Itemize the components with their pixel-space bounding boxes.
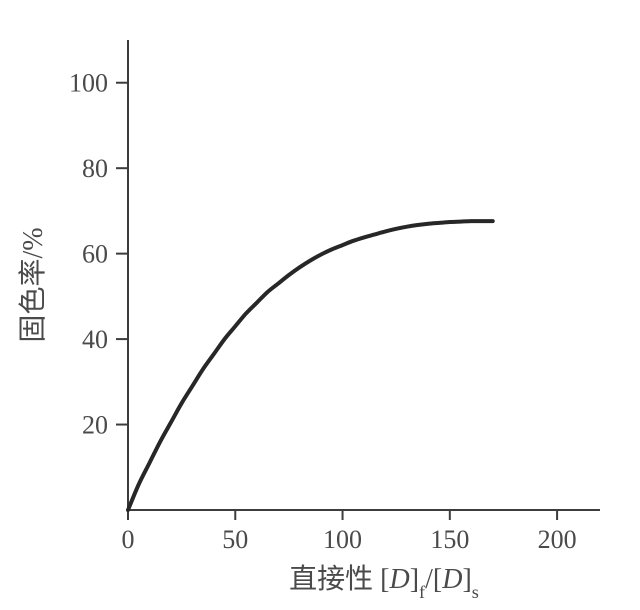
x-tick-label: 0 bbox=[122, 525, 135, 554]
y-axis-title: 固色率/% bbox=[17, 227, 49, 342]
x-tick-label: 150 bbox=[430, 525, 469, 554]
y-tick-label: 20 bbox=[82, 411, 108, 440]
x-tick-label: 200 bbox=[538, 525, 577, 554]
chart-svg: 05010015020020406080100直接性 [D]f/[D]s固色率/… bbox=[0, 0, 640, 610]
y-tick-label: 40 bbox=[82, 325, 108, 354]
y-tick-label: 80 bbox=[82, 154, 108, 183]
x-tick-label: 100 bbox=[323, 525, 362, 554]
x-tick-label: 50 bbox=[222, 525, 248, 554]
y-tick-label: 60 bbox=[82, 240, 108, 269]
chart-container: 05010015020020406080100直接性 [D]f/[D]s固色率/… bbox=[0, 0, 640, 610]
y-tick-label: 100 bbox=[69, 69, 108, 98]
